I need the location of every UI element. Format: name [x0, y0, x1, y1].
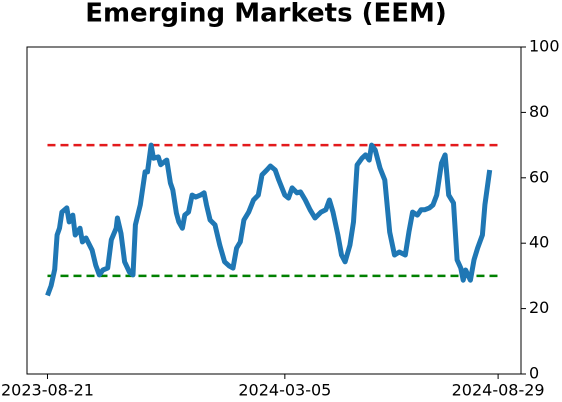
plot-frame — [26, 46, 522, 375]
chart-title: Emerging Markets (EEM) — [85, 0, 447, 29]
y-tick-label: 40 — [529, 233, 549, 252]
y-tick-label: 0 — [529, 364, 539, 383]
x-tick-label: 2023-08-21 — [1, 381, 94, 400]
y-tick-label: 60 — [529, 167, 549, 186]
y-tick-label: 20 — [529, 298, 549, 317]
y-tick-label: 100 — [529, 37, 560, 56]
data-line — [45, 142, 493, 297]
y-tick-label: 80 — [529, 102, 549, 121]
x-tick-label: 2024-08-29 — [452, 381, 545, 400]
x-tick-label: 2024-03-05 — [238, 381, 331, 400]
